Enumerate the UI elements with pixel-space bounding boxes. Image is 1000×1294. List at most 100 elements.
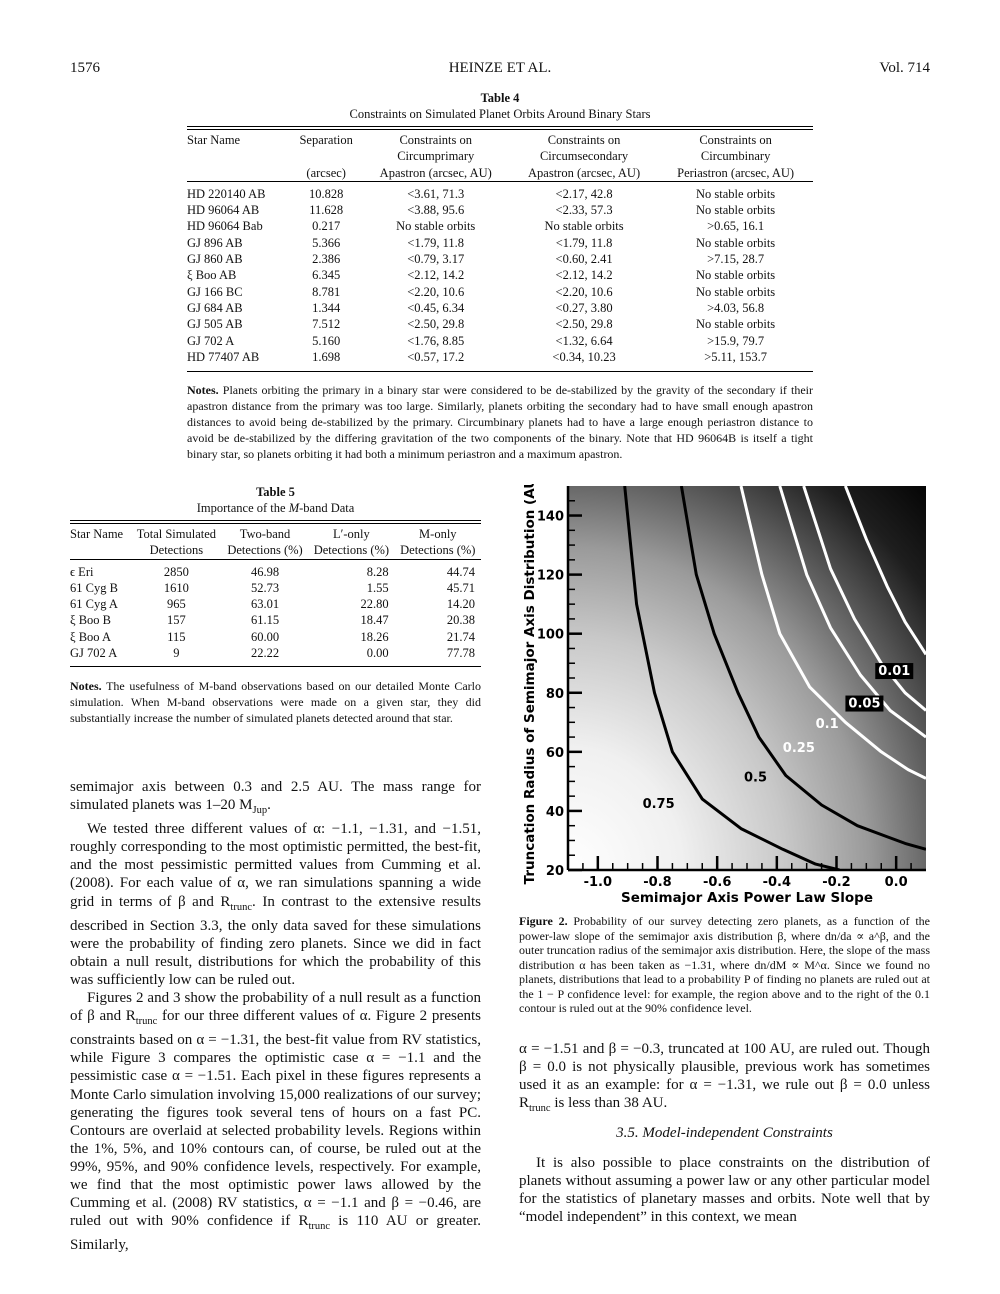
table-cell: 115 — [167, 629, 186, 644]
contour-label: 0.75 — [643, 797, 675, 812]
column-header — [187, 165, 291, 182]
table-row: HD 77407 AB 1.698 <0.57, 17.2 <0.34, 10.23 >… — [187, 349, 813, 365]
table-row: ξ Boo A 115 60.00 18.26 21.74 — [70, 629, 481, 645]
table-cell: 1.344 — [312, 300, 341, 315]
x-tick-label: -0.8 — [643, 875, 671, 890]
table-cell: HD 96064 Bab — [187, 219, 263, 234]
table-row: 61 Cyg B 1610 52.73 1.55 45.71 — [70, 580, 481, 596]
heatmap-background — [568, 486, 926, 870]
table-cell: HD 220140 AB — [187, 186, 266, 201]
table-cell: 77.78 — [446, 646, 475, 661]
table4-label: Table 4 — [480, 91, 520, 105]
table-cell: 52.73 — [250, 580, 280, 595]
table5-title: Importance of the M-band Data — [196, 501, 355, 515]
table4-title: Constraints on Simulated Planet Orbits A… — [349, 107, 651, 121]
table5-notes-label: Notes. — [70, 679, 102, 693]
table-cell: <0.34, 10.23 — [552, 349, 616, 364]
column-header: Detections (%) — [400, 543, 476, 558]
table-cell: ξ Boo AB — [187, 268, 237, 283]
table-cell: GJ 860 AB — [187, 252, 243, 267]
y-tick-label: 40 — [546, 805, 564, 820]
table-row: 61 Cyg A 965 63.01 22.80 14.20 — [70, 596, 481, 612]
x-tick-label: -0.2 — [822, 875, 850, 890]
table-cell: 5.160 — [312, 333, 341, 348]
table-cell: 61.15 — [250, 613, 280, 628]
table-cell: ξ Boo B — [70, 613, 111, 628]
table-cell: GJ 702 A — [187, 333, 235, 348]
table-cell: <2.50, 29.8 — [407, 317, 465, 332]
column-header: Detections (%) — [227, 543, 303, 558]
table-cell: ϵ Eri — [70, 564, 94, 579]
table-cell: 21.74 — [446, 629, 475, 644]
table-cell: 46.98 — [250, 564, 280, 579]
y-tick-label: 20 — [546, 864, 564, 879]
table-cell: No stable orbits — [696, 268, 776, 283]
table5: Star Name Total Simulated Two-band L′-only M… — [70, 526, 481, 661]
table-cell: 1.698 — [312, 349, 341, 364]
table-cell: 61 Cyg B — [70, 580, 118, 595]
table-cell: 1610 — [163, 580, 189, 595]
table-cell: 9 — [173, 646, 180, 661]
column-header: Separation — [299, 133, 353, 147]
volume-label: Vol. 714 — [879, 60, 930, 76]
contour-label: 0.1 — [816, 717, 839, 732]
table5-notes-text: The usefulness of M-band observations ba… — [70, 679, 481, 725]
header-row: Detections Detections (%) Detections (%) De… — [70, 542, 481, 559]
table-cell: GJ 505 AB — [187, 317, 243, 332]
contour-label-bg — [875, 663, 914, 680]
table4-notes-label: Notes. — [187, 383, 219, 397]
table-cell: 18.26 — [360, 629, 389, 644]
table-row: GJ 684 AB 1.344 <0.45, 6.34 <0.27, 3.80 >4.0… — [187, 300, 813, 316]
table-cell: >5.11, 153.7 — [704, 349, 768, 364]
table-cell: 8.781 — [312, 284, 341, 299]
table-cell: 0.00 — [366, 646, 389, 661]
table-cell: <0.57, 17.2 — [407, 349, 465, 364]
table-cell: <0.79, 3.17 — [407, 252, 465, 267]
table-cell: 7.512 — [312, 317, 341, 332]
column-header: Circumsecondary — [539, 149, 629, 164]
table-cell: GJ 896 AB — [187, 235, 243, 250]
table-cell: 60.00 — [250, 629, 280, 644]
table-row: HD 220140 AB 10.828 <3.61, 71.3 <2.17, 42.8… — [187, 186, 813, 202]
table4-bottom-rule — [187, 371, 813, 372]
column-header: (arcsec) — [306, 165, 346, 180]
y-tick-label: 100 — [537, 628, 564, 643]
table-cell: No stable orbits — [396, 219, 476, 234]
table5-top-rule — [70, 520, 481, 521]
column-header: Two-band — [239, 527, 291, 541]
paragraph: semimajor axis between 0.3 and 2.5 AU. T… — [70, 779, 481, 817]
table-cell: 5.366 — [312, 235, 341, 250]
table-cell: 8.28 — [366, 564, 389, 579]
column-header: Star Name — [70, 527, 124, 541]
table-row: GJ 702 A 5.160 <1.76, 8.85 <1.32, 6.64 >15.9… — [187, 333, 813, 349]
table-cell: No stable orbits — [696, 317, 776, 332]
contour-0.5 — [679, 486, 926, 851]
figure2-caption: Figure 2. Probability of our survey dete… — [519, 914, 930, 1016]
table-cell: <3.61, 71.3 — [407, 186, 465, 201]
contour-label: 0.25 — [783, 741, 815, 756]
header-row: Circumprimary Circumsecondary Circumbinary — [187, 148, 813, 164]
section-heading: 3.5. Model-independent Constraints — [616, 1125, 833, 1141]
table4-top-rule — [187, 126, 813, 127]
table-cell: 965 — [166, 597, 186, 612]
table-cell: 1.55 — [366, 580, 389, 595]
table4-top-rule-2 — [187, 129, 813, 130]
y-tick-label: 60 — [546, 746, 564, 761]
table-row: GJ 702 A 9 22.22 0.00 77.78 — [70, 645, 481, 661]
contour-0.1 — [778, 486, 926, 739]
y-axis-label: Truncation Radius of Semimajor Axis Dist… — [522, 484, 538, 884]
table-cell: <1.32, 6.64 — [555, 333, 613, 348]
table-row: ξ Boo B 157 61.15 18.47 20.38 — [70, 612, 481, 628]
table5-caption: Table 5 Importance of the M-band Data — [70, 484, 481, 516]
table-cell: <2.12, 14.2 — [555, 268, 613, 283]
table-cell: 63.01 — [250, 597, 280, 612]
contour-label: 0.5 — [744, 770, 767, 785]
y-tick-label: 140 — [537, 510, 564, 525]
contour-label: 0.01 — [878, 664, 910, 679]
header-row: (arcsec) Apastron (arcsec, AU) Apastron (a… — [187, 165, 813, 182]
column-header: Detections — [149, 543, 204, 558]
table-cell: <1.79, 11.8 — [555, 235, 613, 250]
table-cell: <2.33, 57.3 — [555, 203, 613, 218]
table-cell: HD 96064 AB — [187, 203, 260, 218]
y-tick-label: 80 — [546, 687, 564, 702]
